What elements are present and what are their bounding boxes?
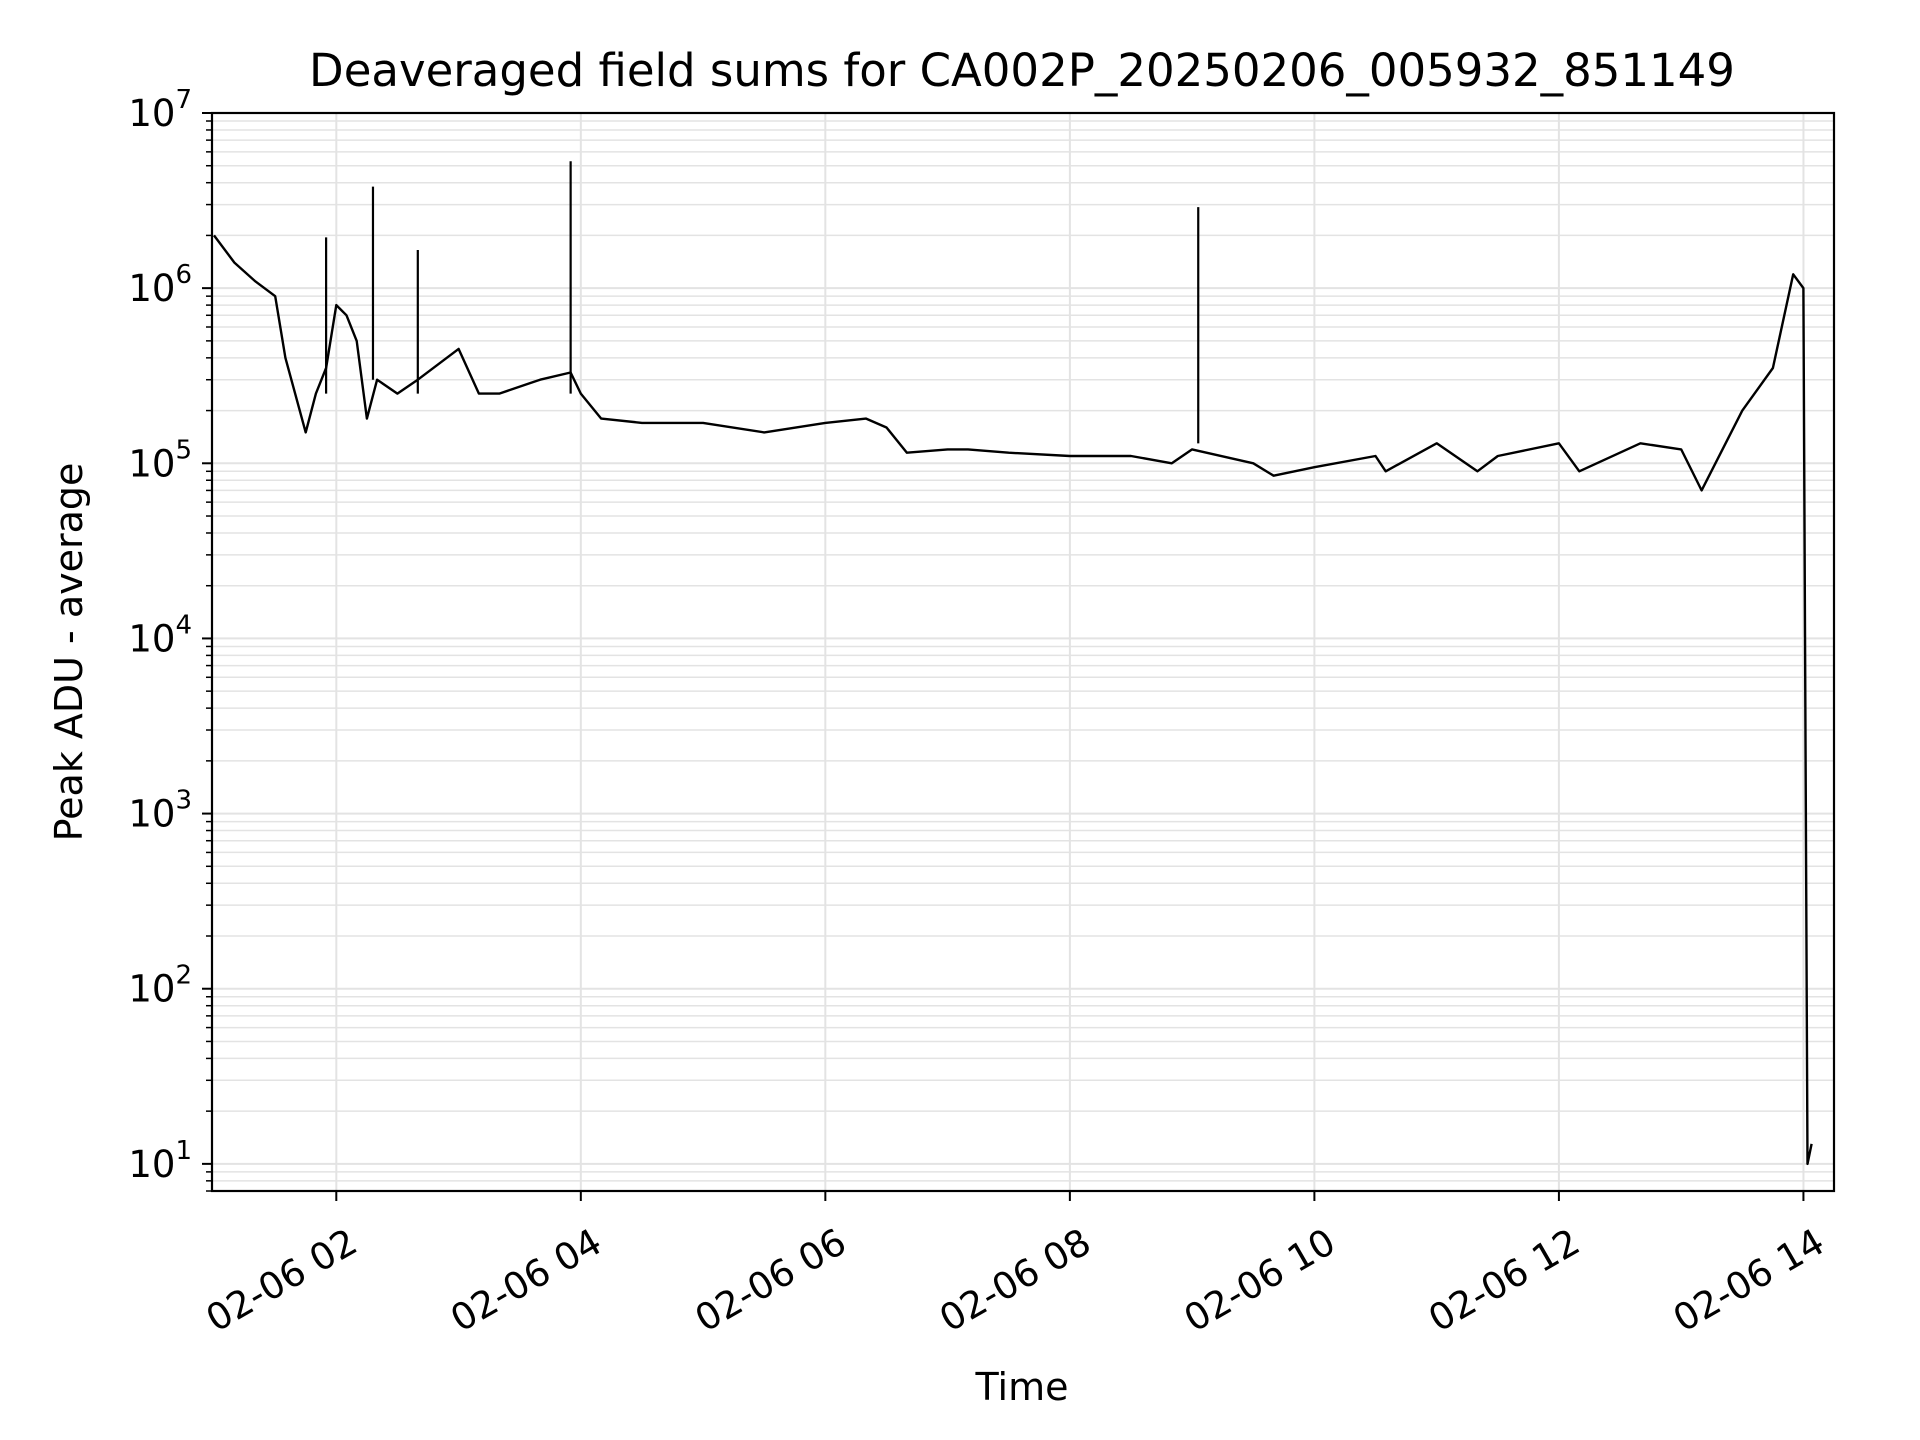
y-axis-ticks: 101 102 103 104 105 106 107 (128, 85, 212, 1192)
y-tick-label: 107 (128, 85, 192, 135)
chart-title: Deaveraged field sums for CA002P_2025020… (309, 44, 1735, 97)
y-tick-label: 101 (128, 1136, 192, 1186)
y-tick-label: 105 (128, 435, 192, 485)
y-tick-label: 103 (128, 786, 192, 836)
y-tick-label: 102 (128, 961, 192, 1011)
plot-series (213, 161, 1813, 1166)
grid-lines (212, 112, 1834, 1192)
x-axis-label: Time (975, 1365, 1069, 1409)
y-axis-label: Peak ADU - average (47, 463, 91, 842)
y-tick-label: 106 (128, 260, 192, 310)
y-tick-label: 104 (128, 610, 192, 660)
plot-frame (210, 111, 1836, 1193)
series-line (213, 234, 1813, 1166)
